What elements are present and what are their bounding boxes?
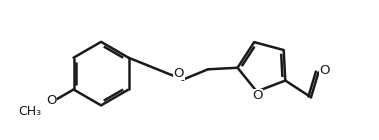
Text: O: O	[173, 67, 184, 80]
Text: O: O	[320, 64, 330, 77]
Text: O: O	[46, 94, 56, 107]
Text: O: O	[252, 89, 263, 102]
Text: CH₃: CH₃	[19, 105, 42, 118]
